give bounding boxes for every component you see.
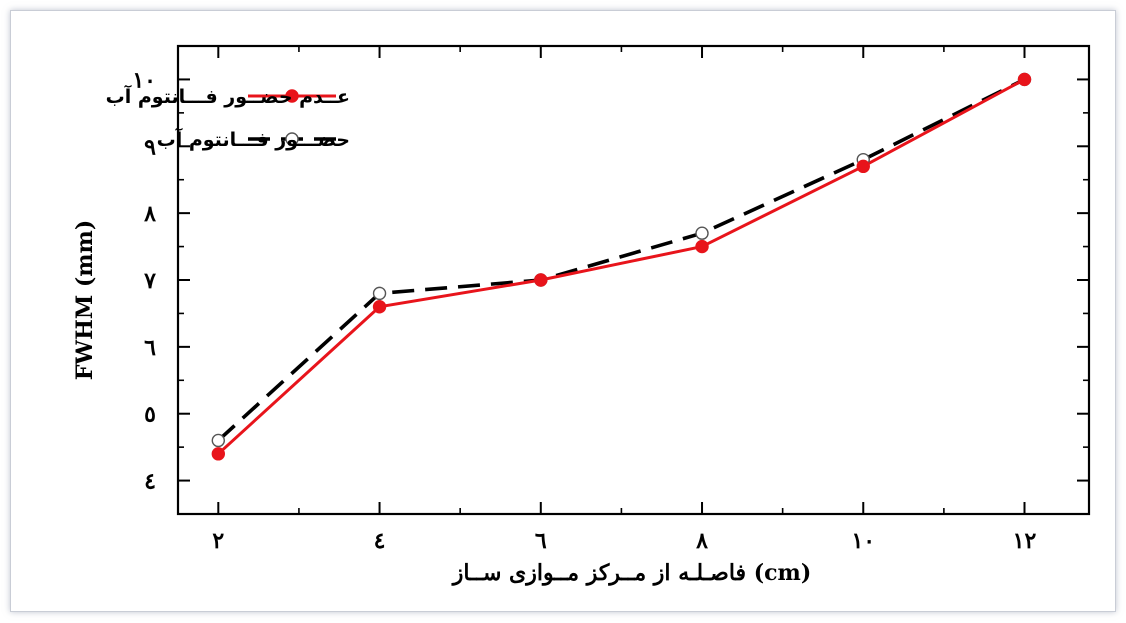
series-line-2 [217,77,1026,442]
legend-marker-2 [285,132,299,146]
y-axis-ticks: ٤ ٥ ٦ ٧ ۸ ۹ ۱۰ [132,45,1089,515]
x-axis-ticks: ۲ ٤ ٦ ۸ ۱۰ ۱۲ [212,46,1037,554]
figure-frame [10,10,1116,612]
series-1-point [211,447,226,461]
legend: عــدم حضــور فـــانتوم آب حضـــور فـــانت… [106,84,350,151]
x-tick-label: ۸ [695,528,708,554]
y-tick-label: ۸ [143,201,156,227]
legend-marker-1 [285,89,299,103]
series-1-point [1017,72,1032,87]
legend-label-2: حضـــور فـــانتوم آب [157,127,350,151]
y-tick-label: ٧ [143,268,156,294]
series-2-point [211,433,226,448]
series-layer [211,72,1032,461]
x-tick-label: ۱۰ [851,528,875,554]
series-2-point [372,286,387,301]
y-tick-label: ٥ [144,402,156,428]
x-tick-label: ۲ [212,528,224,554]
y-tick-label: ۱۰ [132,67,156,93]
y-tick-label: ۹ [144,134,156,160]
series-line-1 [217,78,1026,455]
x-axis-title: فاصـلـه از مــرکز مــوازی ســاز (cm) [451,560,811,586]
series-1-point [534,273,548,287]
series-1-point [372,300,387,314]
x-tick-label: ٦ [535,528,547,554]
y-tick-label: ٦ [144,335,156,361]
y-tick-label: ٤ [144,469,156,495]
x-tick-label: ۱۲ [1013,528,1037,554]
series-1-point [695,239,709,254]
y-axis-title: FWHM (mm) [72,220,98,381]
legend-label-1: عــدم حضــور فـــانتوم آب [106,84,350,108]
x-tick-label: ٤ [374,528,386,554]
plot-area [176,44,1091,516]
series-2-point [695,226,709,240]
series-1-point [856,159,870,174]
